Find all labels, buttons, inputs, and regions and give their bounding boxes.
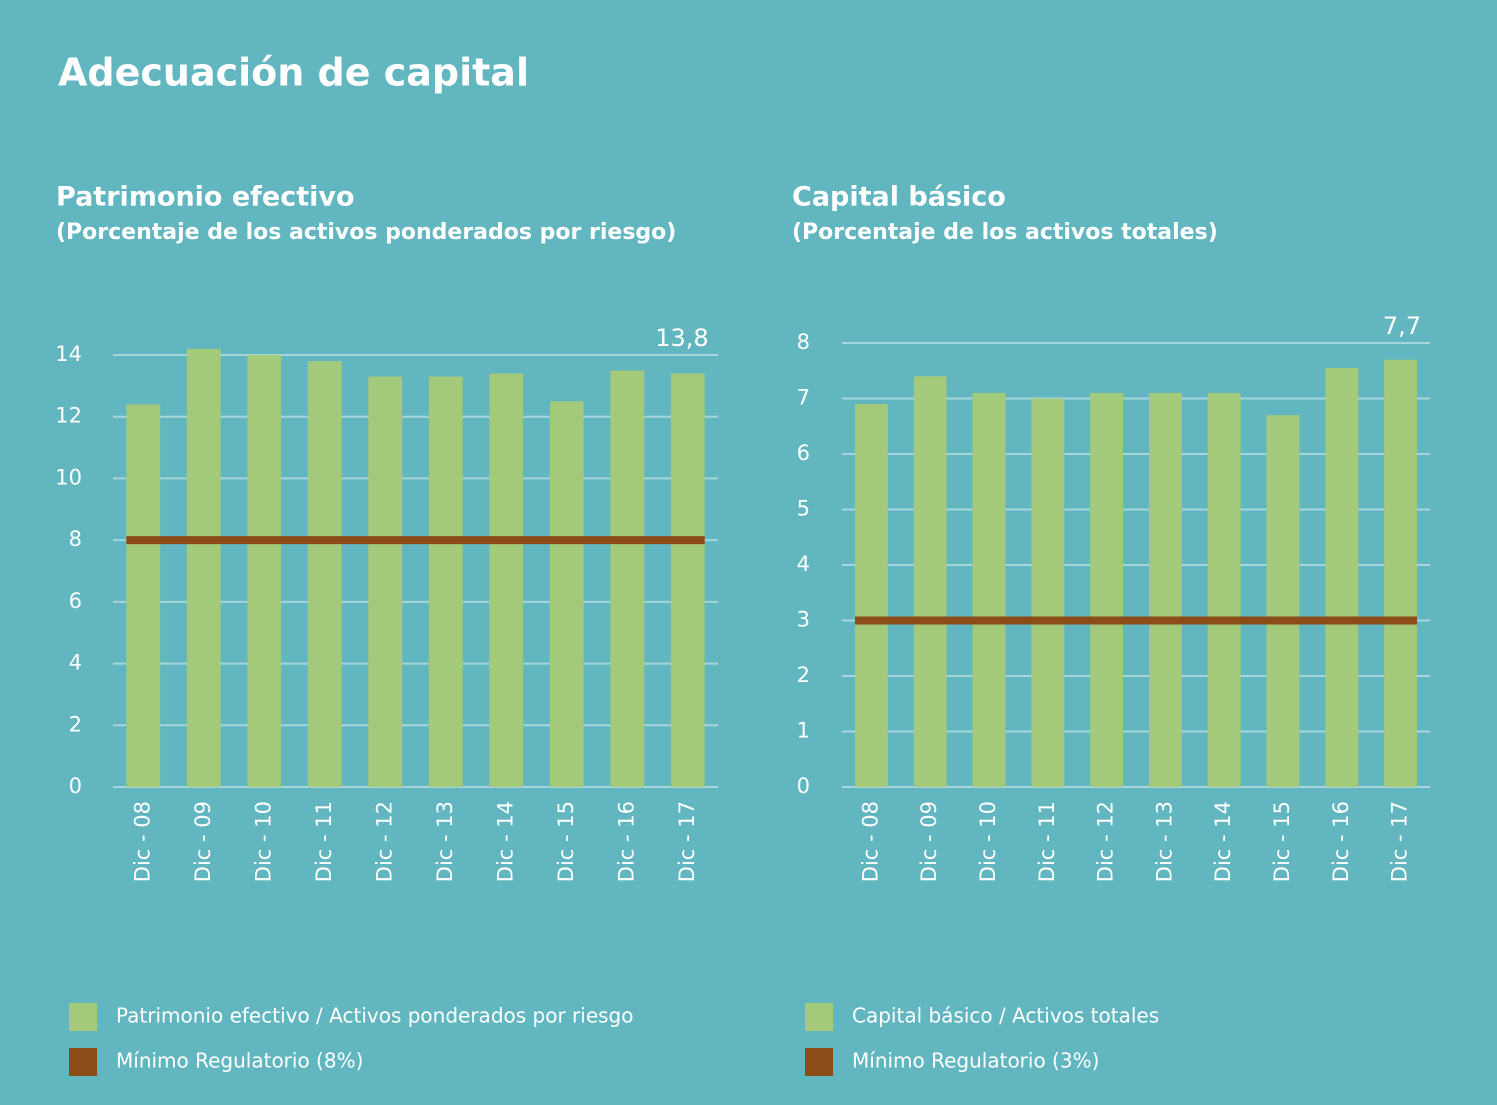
x-tick-label: Dic - 17 [675, 801, 699, 882]
x-tick-label: Dic - 08 [858, 801, 882, 882]
bar [428, 376, 463, 787]
y-tick-label: 2 [69, 712, 82, 736]
bar [307, 361, 342, 787]
bar [854, 404, 888, 787]
x-tick-label: Dic - 16 [1329, 801, 1353, 882]
legend-label: Capital básico / Activos totales [852, 1004, 1159, 1028]
y-tick-label: 6 [69, 589, 82, 613]
legend-label: Mínimo Regulatorio (8%) [116, 1049, 363, 1073]
x-tick-label: Dic - 10 [251, 801, 275, 882]
y-tick-label: 8 [797, 330, 810, 354]
x-tick-label: Dic - 10 [976, 801, 1000, 882]
y-tick-label: 4 [797, 552, 810, 576]
bar [1266, 415, 1300, 787]
x-tick-label: Dic - 09 [917, 801, 941, 882]
bar [1090, 392, 1124, 787]
legend-label: Patrimonio efectivo / Activos ponderados… [116, 1004, 633, 1028]
annotation: 13,8 [655, 324, 708, 352]
chart-title: Patrimonio efectivo [56, 182, 355, 213]
annotation: 7,7 [1383, 312, 1421, 340]
bar [247, 355, 282, 787]
bar [610, 370, 645, 787]
bar [489, 373, 524, 787]
y-tick-label: 5 [797, 497, 810, 521]
x-tick-label: Dic - 14 [1211, 801, 1235, 882]
x-tick-label: Dic - 16 [614, 801, 638, 882]
x-tick-label: Dic - 17 [1388, 801, 1412, 882]
x-tick-label: Dic - 12 [1094, 801, 1118, 882]
x-tick-label: Dic - 13 [1152, 801, 1176, 882]
y-tick-label: 12 [55, 404, 82, 428]
x-tick-label: Dic - 11 [1035, 801, 1059, 882]
bar [186, 348, 221, 787]
legend-swatch [69, 1048, 97, 1076]
bar [126, 404, 161, 787]
y-tick-label: 0 [69, 774, 82, 798]
x-tick-label: Dic - 08 [130, 801, 154, 882]
y-tick-label: 10 [55, 465, 82, 489]
x-tick-label: Dic - 13 [433, 801, 457, 882]
bar [1148, 392, 1182, 787]
legend-label: Mínimo Regulatorio (3%) [852, 1049, 1099, 1073]
legend-swatch [69, 1003, 97, 1031]
chart-subtitle: (Porcentaje de los activos totales) [792, 220, 1218, 245]
y-tick-label: 6 [797, 441, 810, 465]
y-tick-label: 8 [69, 527, 82, 551]
y-tick-label: 4 [69, 651, 82, 675]
bar [972, 392, 1006, 787]
bar [1207, 392, 1241, 787]
y-tick-label: 1 [797, 719, 810, 743]
x-tick-label: Dic - 15 [554, 801, 578, 882]
bar [1031, 398, 1065, 787]
legend-swatch [805, 1003, 833, 1031]
y-tick-label: 3 [797, 608, 810, 632]
bar [549, 401, 584, 787]
bar [913, 376, 947, 787]
chart-subtitle: (Porcentaje de los activos ponderados po… [56, 220, 676, 245]
bar [368, 376, 403, 787]
bar [1384, 359, 1418, 787]
y-tick-label: 7 [797, 386, 810, 410]
x-tick-label: Dic - 15 [1270, 801, 1294, 882]
y-tick-label: 2 [797, 663, 810, 687]
x-tick-label: Dic - 14 [493, 801, 517, 882]
x-tick-label: Dic - 11 [312, 801, 336, 882]
x-tick-label: Dic - 09 [191, 801, 215, 882]
bar [670, 373, 705, 787]
y-tick-label: 0 [797, 774, 810, 798]
x-tick-label: Dic - 12 [372, 801, 396, 882]
page-title: Adecuación de capital [58, 51, 529, 95]
y-tick-label: 14 [55, 342, 82, 366]
legend-swatch [805, 1048, 833, 1076]
chart-title: Capital básico [792, 182, 1006, 213]
bar [1325, 367, 1359, 787]
